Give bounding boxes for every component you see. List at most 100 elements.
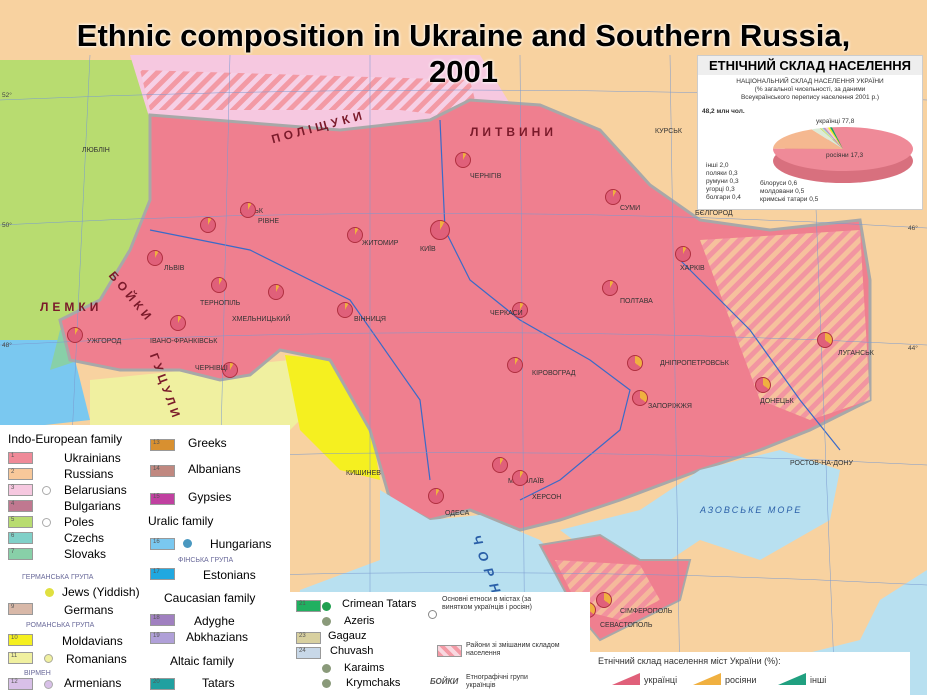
- city-label: ЛЮБЛІН: [82, 147, 110, 154]
- legend-cities-note: Основні етноси в містах (за винятком укр…: [442, 596, 532, 611]
- legend-dot-icon: [322, 679, 331, 688]
- pie-slice: [773, 129, 843, 149]
- city-label: СІМФЕРОПОЛЬ: [620, 608, 673, 615]
- legend-item-label: Crimean Tatars: [342, 598, 417, 610]
- legend-item-label: Romanians: [66, 652, 127, 666]
- legend-dot-icon: [322, 664, 331, 673]
- city-pie-marker: [675, 246, 691, 262]
- pie-slice: [820, 127, 843, 149]
- city-pie-marker: [632, 390, 648, 406]
- legend-item-label: Gagauz: [328, 630, 367, 642]
- city-pie-marker: [67, 327, 83, 343]
- legend-item-label: Ukrainians: [64, 451, 121, 465]
- city-label: ХАРКІВ: [680, 265, 705, 272]
- legend-city-comp-label: росіяни: [725, 675, 757, 685]
- legend-swatch: 18: [150, 614, 175, 626]
- legend-swatch: 21: [296, 600, 321, 612]
- legend-swatch: 5: [8, 516, 33, 528]
- city-label: РОСТОВ-НА-ДОНУ: [790, 460, 853, 467]
- pie-slice: [827, 127, 843, 149]
- legend-dot-icon: [44, 654, 53, 663]
- city-label: ЗАПОРІЖЖЯ: [648, 403, 692, 410]
- city-label: ПОЛТАВА: [620, 298, 653, 305]
- legend-group-romance: РОМАНСЬКА ГРУПА: [26, 622, 95, 629]
- legend-swatch: 19: [150, 632, 175, 644]
- ethnographic-group-label: ЛЕМКИ: [40, 300, 103, 314]
- legend-panel: [0, 425, 290, 695]
- ukraine-region: [58, 98, 872, 532]
- pie-slice: [823, 127, 843, 149]
- city-pie-marker: [222, 362, 238, 378]
- city-label: СУМИ: [620, 205, 641, 212]
- legend-item-label: Germans: [64, 603, 114, 617]
- latitude-label: 44°: [908, 345, 918, 352]
- title-line-2: 2001: [429, 54, 498, 89]
- city-label: УЖГОРОД: [87, 338, 122, 345]
- legend-swatch: 11: [8, 652, 33, 664]
- pie-slice: [819, 128, 843, 149]
- pie-slice-label: білоруси 0,6: [760, 179, 797, 187]
- city-pie-marker: [268, 284, 284, 300]
- legend-mixed-note: Райони зі змішаним складом населення: [466, 642, 560, 657]
- city-pie-marker: [211, 277, 227, 293]
- legend-swatch: 13: [150, 439, 175, 451]
- legend-swatch: 6: [8, 532, 33, 544]
- city-label: КИЇВ: [420, 246, 436, 253]
- inset-pie: українці 77,8 росіяни 17,3 інші 2,0поляки …: [706, 117, 913, 203]
- legend-group-armenian: ВІРМЕН: [24, 670, 51, 677]
- legend-item-label: Jews (Yiddish): [62, 585, 140, 599]
- legend-city-comp-label: українці: [644, 675, 678, 685]
- city-pie-marker: [337, 302, 353, 318]
- moldova-region: [285, 355, 380, 480]
- city-pie-marker: [347, 227, 363, 243]
- legend-swatch: 17: [150, 568, 175, 580]
- city-label: ДОНЕЦЬК: [760, 398, 794, 405]
- sea-label: АЗОВСЬКЕ МОРЕ: [700, 505, 803, 515]
- city-pie-marker: [755, 377, 771, 393]
- city-pie-marker: [170, 315, 186, 331]
- title-line-1: Ethnic composition in Ukraine and Southe…: [76, 18, 851, 53]
- legend-swatch: 23: [296, 632, 321, 644]
- legend-swatch: 4: [8, 500, 33, 512]
- pie-slice-label: росіяни 17,3: [826, 151, 864, 159]
- city-label: ЛЬВІВ: [164, 265, 185, 272]
- legend-panel-bottom: [290, 592, 590, 695]
- pie-slice-label: молдовани 0,5: [760, 188, 805, 195]
- inset-subtitle-3: Всеукраїнського перепису населення 2001 …: [740, 94, 880, 101]
- pie-slice-label: румуни 0,3: [706, 178, 739, 185]
- legend-panel-cities: [590, 652, 910, 695]
- legend-swatch: 10: [8, 634, 33, 646]
- legend-item-label: Bulgarians: [64, 499, 121, 513]
- city-pie-marker: [428, 488, 444, 504]
- legend-item-label: Karaims: [344, 662, 385, 674]
- city-label: ЖИТОМИР: [362, 240, 399, 247]
- legend-item-label: Gypsies: [188, 490, 232, 504]
- legend-dot-icon: [322, 602, 331, 611]
- legend-swatch: 7: [8, 548, 33, 560]
- legend-item-label: Azeris: [344, 615, 375, 627]
- legend-dot-icon: [42, 486, 51, 495]
- city-pie-marker: [512, 302, 528, 318]
- rivers: [149, 119, 841, 501]
- city-label: ХЕРСОН: [532, 494, 562, 501]
- legend-dot-icon: [322, 617, 331, 626]
- pie-slice-label: болгари 0,4: [706, 193, 741, 201]
- legend-wedge-icon: [612, 673, 640, 685]
- legend-item-label: Estonians: [203, 568, 256, 582]
- legend-swatch: 16: [150, 538, 175, 550]
- legend-swatch: 24: [296, 647, 321, 659]
- pie-slice-label: інші 2,0: [706, 161, 729, 169]
- inset-subtitle-1: НАЦІОНАЛЬНИЙ СКЛАД НАСЕЛЕННЯ УКРАЇНИ: [736, 78, 884, 85]
- city-label: ІВАНО-ФРАНКІВСЬК: [150, 338, 218, 345]
- legend-dot-icon: [183, 539, 192, 548]
- city-pie-marker: [492, 457, 508, 473]
- legend-ethno-note: Етнографічні групи українців: [466, 674, 528, 689]
- mixed-area: [140, 70, 480, 120]
- legend-city-circle-icon: [428, 610, 437, 619]
- legend-swatch: 3: [8, 484, 33, 496]
- city-label: КИШИНЕВ: [346, 470, 381, 477]
- legend-swatch: 20: [150, 678, 175, 690]
- city-label: БЄЛГОРОД: [695, 210, 733, 217]
- city-label: ЧЕРНІГІВ: [470, 173, 502, 180]
- city-pie-marker: [817, 332, 833, 348]
